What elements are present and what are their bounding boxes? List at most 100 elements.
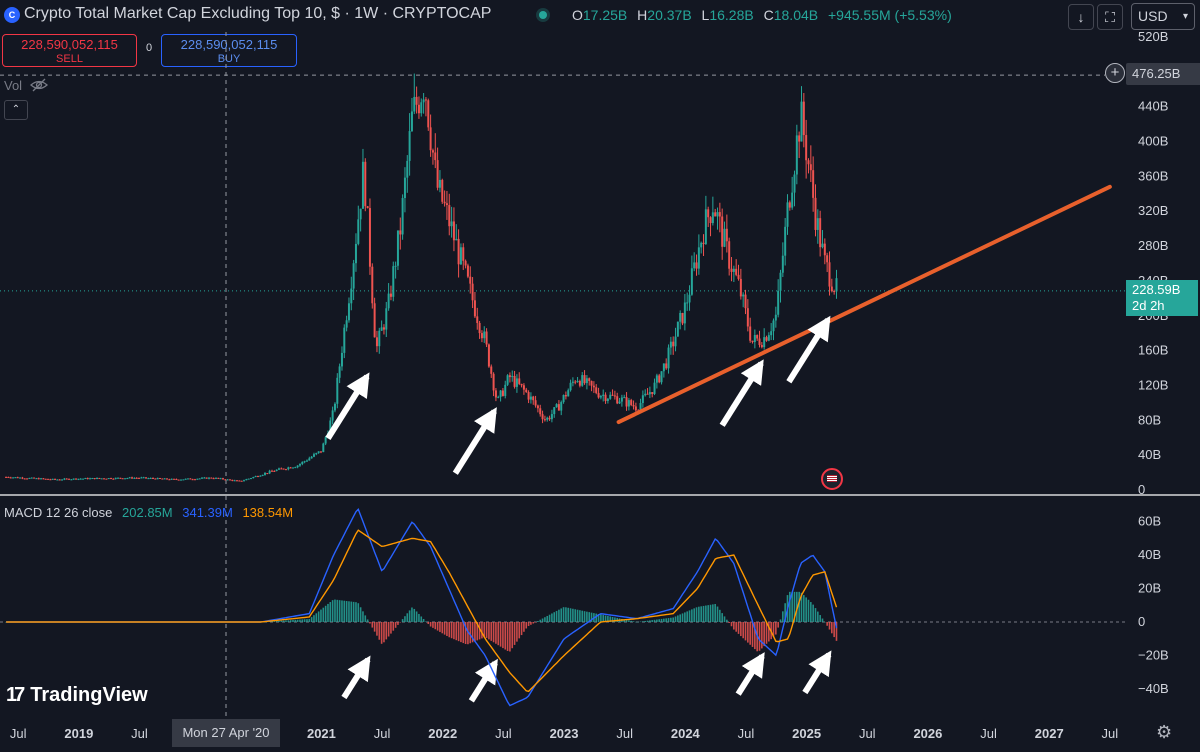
candle-body [795, 135, 798, 175]
candle-body [100, 478, 103, 480]
current-price: 228.59B [1132, 282, 1181, 297]
eye-off-icon[interactable] [29, 78, 48, 92]
macd-histogram-bar [287, 620, 290, 622]
macd-histogram-bar [817, 611, 819, 622]
macd-histogram-bar [490, 622, 493, 641]
candle-body [354, 243, 357, 264]
download-icon[interactable]: ↓ [1068, 4, 1094, 30]
macd-histogram-bar [306, 619, 308, 622]
macd-histogram-bar [614, 617, 616, 622]
macd-histogram-bar [691, 609, 693, 622]
symbol-title[interactable]: Crypto Total Market Cap Excluding Top 10… [24, 5, 492, 22]
macd-histogram-bar [343, 600, 346, 622]
currency-select[interactable]: USD ▾ [1131, 3, 1195, 30]
candle-body [681, 312, 684, 324]
macd-histogram-bar [322, 607, 325, 622]
macd-tick-label: 20B [1138, 581, 1161, 596]
candle-body [121, 478, 124, 480]
candle-body [625, 397, 628, 407]
candle-body [301, 461, 304, 465]
fullscreen-icon[interactable]: ⛶ [1097, 4, 1123, 30]
candle-body [646, 393, 649, 395]
macd-histogram-bar [390, 622, 392, 634]
collapse-button[interactable]: ⌃ [4, 100, 28, 120]
candle-body [464, 260, 467, 266]
candle-body [690, 268, 693, 295]
add-alert-icon[interactable]: + [1105, 63, 1125, 83]
us-event-flag-icon[interactable] [821, 468, 843, 490]
price-tick-label: 320B [1138, 203, 1168, 218]
candle-body [760, 345, 763, 348]
candle-body [788, 202, 791, 208]
macd-histogram-bar [737, 622, 740, 634]
candle-body [527, 392, 530, 400]
candle-body [732, 268, 735, 272]
macd-histogram-bar [518, 622, 521, 639]
macd-histogram-bar [471, 622, 474, 643]
candle-body [613, 395, 616, 397]
candle-body [224, 479, 227, 481]
macd-legend[interactable]: MACD 12 26 close 202.85M 341.39M 138.54M [4, 505, 299, 520]
macd-histogram-value: 202.85M [122, 505, 173, 520]
candle-body [357, 219, 360, 244]
macd-histogram-bar [371, 622, 374, 628]
candle-body [644, 393, 647, 396]
macd-histogram-bar [418, 613, 420, 622]
crosshair-date-label: Mon 27 Apr '20 [172, 719, 280, 747]
time-tick-label: 2021 [307, 726, 336, 741]
candle-body [466, 265, 469, 277]
macd-histogram-bar [754, 622, 756, 650]
candle-body [616, 396, 619, 404]
candle-body [611, 394, 614, 396]
macd-histogram-bar [448, 622, 451, 638]
candle-body [263, 473, 266, 475]
macd-histogram-bar [805, 597, 807, 622]
settings-gear-icon[interactable]: ⚙ [1156, 722, 1173, 742]
candle-body [249, 478, 252, 480]
candle-body [145, 477, 148, 479]
macd-histogram-bar [548, 614, 551, 622]
macd-histogram-bar [520, 622, 523, 636]
macd-histogram-bar [572, 608, 574, 622]
candle-body [187, 478, 190, 480]
candle-body [408, 131, 411, 161]
macd-line-value: 341.39M [182, 505, 233, 520]
candle-body [532, 396, 535, 401]
macd-histogram-bar [469, 622, 472, 644]
candle-body [718, 212, 721, 217]
candle-body [380, 327, 383, 331]
candle-body [242, 480, 245, 482]
volume-legend[interactable]: Vol [4, 78, 48, 93]
macd-histogram-bar [280, 620, 283, 622]
macd-histogram-bar [569, 608, 572, 622]
candle-body [445, 203, 448, 206]
macd-histogram-bar [541, 618, 544, 622]
annotation-arrow [452, 407, 497, 475]
macd-histogram-bar [800, 592, 803, 622]
macd-histogram-bar [604, 615, 607, 622]
macd-histogram-bar [791, 591, 793, 622]
macd-histogram-bar [425, 621, 427, 622]
candle-body [201, 477, 204, 479]
candle-body [627, 400, 630, 407]
sell-button[interactable]: 228,590,052,115 SELL [2, 34, 137, 67]
macd-histogram-bar [681, 613, 684, 622]
price-tick-label: 400B [1138, 134, 1168, 149]
macd-histogram-bar [677, 615, 679, 622]
candle-body [194, 479, 197, 481]
candle-body [511, 375, 514, 378]
candle-body [828, 262, 831, 287]
candle-body [12, 477, 15, 479]
candle-body [382, 327, 385, 330]
candle-body [212, 478, 215, 480]
candle-body [679, 312, 682, 322]
buy-button[interactable]: 228,590,052,115 BUY [161, 34, 297, 67]
macd-histogram-bar [296, 619, 299, 622]
macd-histogram-bar [455, 622, 458, 641]
macd-histogram-bar [758, 622, 761, 651]
macd-histogram-bar [439, 622, 441, 632]
candle-body [758, 338, 761, 346]
macd-histogram-bar [464, 622, 467, 645]
candle-body [588, 378, 591, 381]
